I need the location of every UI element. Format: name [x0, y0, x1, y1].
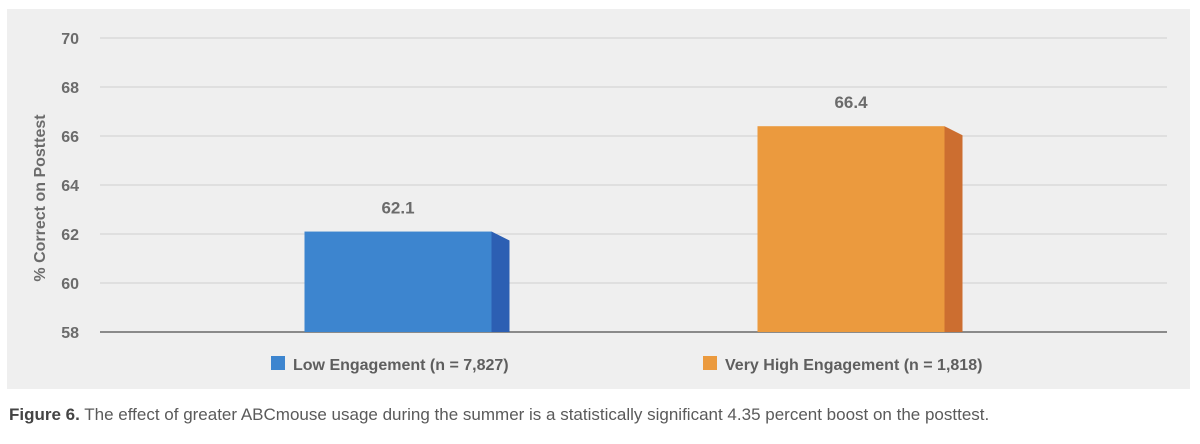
y-tick-label: 68	[61, 80, 79, 97]
y-tick-label: 64	[61, 178, 79, 195]
figure-caption-label: Figure 6.	[9, 405, 80, 424]
y-tick-label: 66	[61, 129, 79, 146]
legend-swatch	[271, 356, 285, 370]
bar	[757, 126, 945, 332]
y-tick-label: 62	[61, 227, 79, 244]
legend-swatch	[703, 356, 717, 370]
bar-side	[944, 126, 963, 332]
figure-caption-text: The effect of greater ABCmouse usage dur…	[79, 405, 990, 424]
legend-label: Low Engagement (n = 7,827)	[293, 357, 509, 374]
data-label: 66.4	[834, 93, 868, 112]
bar	[304, 231, 492, 332]
y-tick-label: 70	[61, 31, 79, 48]
legend-label: Very High Engagement (n = 1,818)	[725, 357, 982, 374]
chart-panel: % Correct on Posttest 58 60 62 64 66 68 70 62.1…	[7, 9, 1190, 389]
bar-side	[491, 231, 510, 332]
y-axis-label: % Correct on Posttest	[32, 114, 49, 282]
y-tick-label: 58	[61, 325, 79, 342]
y-tick-label: 60	[61, 276, 79, 293]
bar-chart: % Correct on Posttest 58 60 62 64 66 68 70 62.1…	[32, 31, 1167, 374]
figure-caption: Figure 6. The effect of greater ABCmouse…	[9, 405, 1194, 425]
data-label: 62.1	[381, 199, 414, 218]
